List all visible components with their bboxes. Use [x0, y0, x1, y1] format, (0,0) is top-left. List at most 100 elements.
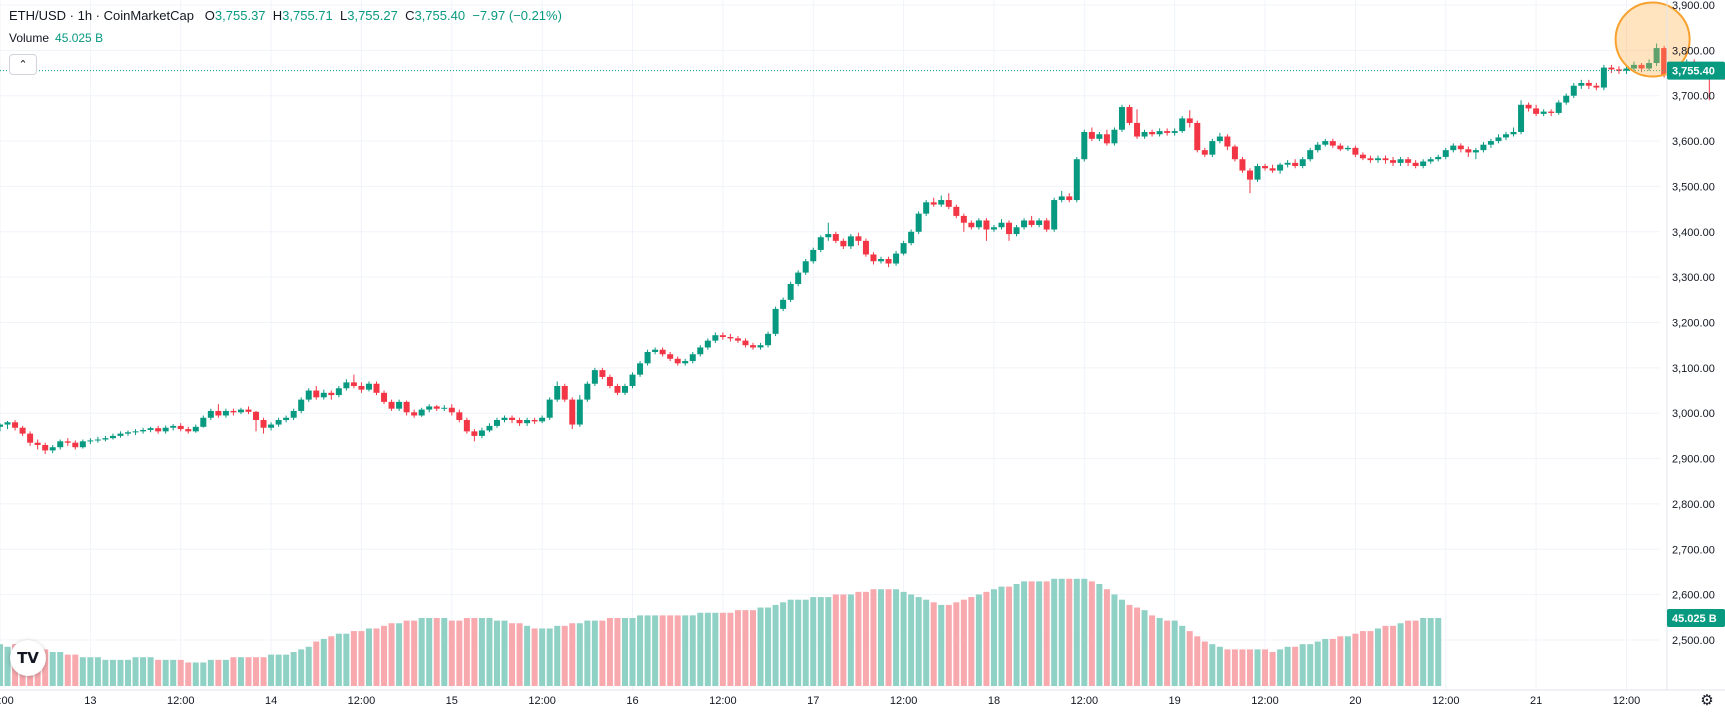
volume-bar — [305, 646, 312, 686]
candle-up — [1503, 134, 1509, 138]
close-label: C — [405, 8, 415, 23]
volume-bar — [1352, 633, 1359, 686]
volume-bar — [298, 649, 305, 686]
candle-down — [411, 412, 418, 416]
volume-bar — [704, 612, 711, 686]
price-tick-label: 3,500.00 — [1672, 181, 1715, 193]
volume-bar — [734, 610, 741, 686]
candle-up — [0, 424, 3, 427]
candle-down — [742, 340, 749, 346]
volume-bar — [1344, 636, 1351, 686]
volume-bar — [1246, 649, 1253, 686]
volume-label[interactable]: Volume — [9, 31, 50, 45]
volume-bar — [268, 654, 275, 686]
volume-bar — [245, 657, 252, 686]
volume-bar — [1224, 649, 1231, 686]
volume-bar — [644, 615, 651, 686]
candle-up — [1518, 104, 1525, 132]
volume-bar — [79, 657, 86, 686]
candle-up — [1653, 48, 1660, 64]
candle-down — [840, 240, 847, 247]
candle-up — [1487, 141, 1494, 145]
volume-bar — [448, 620, 455, 686]
volume-bar — [606, 618, 613, 686]
candle-up — [1307, 150, 1314, 160]
volume-bar — [832, 594, 839, 686]
volume-bar — [900, 591, 907, 686]
candle-up — [915, 213, 922, 232]
candle-up — [697, 347, 704, 355]
volume-bar — [388, 623, 395, 686]
volume-bar — [878, 589, 885, 686]
volume-bar — [1194, 636, 1201, 686]
candle-up — [396, 401, 403, 409]
candle-down — [1585, 83, 1592, 86]
candle-up — [320, 392, 327, 398]
volume-bar — [757, 607, 764, 686]
collapse-legend-button[interactable]: ⌃ — [9, 54, 37, 75]
price-tick-label: 3,000.00 — [1672, 408, 1715, 420]
volume-bar — [493, 620, 500, 686]
candle-down — [1615, 69, 1622, 71]
low-label: L — [340, 8, 348, 23]
candle-up — [493, 420, 500, 426]
candle-up — [1013, 227, 1020, 235]
volume-bar — [855, 591, 862, 686]
candle-up — [1254, 166, 1261, 180]
time-tick-label: 16 — [626, 695, 638, 707]
volume-bar — [524, 625, 531, 686]
time-tick-label: 12:00 — [0, 695, 14, 707]
candle-up — [689, 354, 696, 362]
symbol-title[interactable]: ETH/USD · 1h · CoinMarketCap — [9, 8, 194, 23]
volume-bar — [893, 589, 900, 686]
candle-up — [554, 386, 561, 400]
candle-up — [780, 299, 787, 309]
volume-bar — [237, 657, 244, 686]
gear-icon[interactable]: ⚙ — [1700, 692, 1714, 709]
candle-up — [1420, 161, 1427, 167]
volume-bar — [531, 628, 538, 686]
volume-bar — [1216, 646, 1223, 686]
candle-up — [539, 417, 546, 422]
candle-down — [855, 236, 862, 241]
candle-down — [1103, 134, 1110, 144]
volume-bar — [584, 620, 591, 686]
volume-bar — [1314, 641, 1321, 686]
volume-bar — [516, 623, 523, 686]
candle-up — [1472, 150, 1479, 153]
volume-bar — [787, 599, 794, 686]
candle-up — [1058, 196, 1065, 201]
volume-bar — [253, 657, 260, 686]
volume-bar — [215, 659, 222, 686]
candle-up — [1081, 132, 1088, 160]
time-axis: 12:00 13 12:00 14 12:00 15 12:00 16 12:00 17 12:00… — [0, 689, 1725, 707]
candle-down — [1088, 132, 1095, 139]
volume-bar — [795, 599, 802, 686]
candle-down — [1043, 220, 1050, 230]
volume-bar — [968, 597, 975, 686]
volume-bar — [674, 615, 681, 686]
candle-up — [170, 425, 177, 428]
time-tick-label: 20 — [1349, 695, 1361, 707]
volume-bar — [1322, 638, 1329, 686]
candle-down — [1352, 147, 1359, 155]
volume-bar — [1149, 615, 1156, 686]
volume-bar — [990, 589, 997, 686]
volume-bar — [1186, 631, 1193, 686]
candle-up — [1495, 137, 1502, 142]
tradingview-logo[interactable]: TV — [10, 640, 46, 676]
high-label: H — [272, 8, 283, 23]
candle-down — [155, 428, 162, 432]
volume-bar — [1013, 584, 1020, 686]
time-tick-label: 17 — [807, 695, 819, 707]
time-tick-label: 12:00 — [709, 695, 737, 707]
price-tick-label: 3,100.00 — [1672, 363, 1715, 375]
chart-grid — [0, 0, 1660, 690]
price-tick-label: 3,900.00 — [1672, 0, 1715, 12]
candle-up — [1156, 131, 1163, 135]
candle-down — [253, 411, 260, 421]
volume-bar — [478, 618, 485, 686]
candle-up — [765, 333, 772, 346]
volume-bar — [1427, 618, 1434, 686]
